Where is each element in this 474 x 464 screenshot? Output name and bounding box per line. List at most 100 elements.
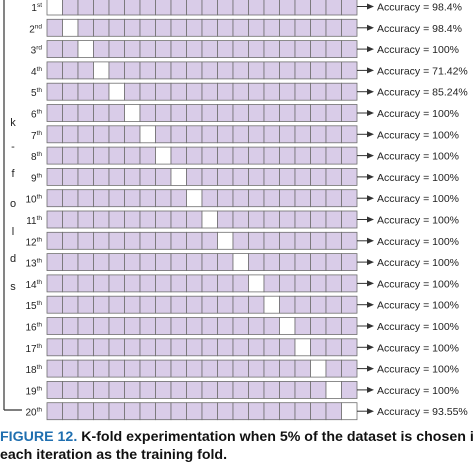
fold-segment xyxy=(201,61,218,80)
result-arrowhead-icon xyxy=(367,280,374,287)
training-fold-segment xyxy=(108,82,125,101)
fold-row: 6th Accuracy = 100% xyxy=(31,104,459,122)
fold-segment xyxy=(77,231,94,250)
fold-segment xyxy=(294,359,311,378)
fold-segment xyxy=(77,82,94,101)
fold-segment xyxy=(108,253,125,272)
fold-segment xyxy=(201,82,218,101)
fold-segment xyxy=(93,253,110,272)
fold-segment xyxy=(201,104,218,122)
accuracy-label: Accuracy = 100% xyxy=(377,257,459,269)
fold-segment xyxy=(77,274,94,293)
fold-segment xyxy=(217,274,234,293)
fold-segment xyxy=(170,317,187,335)
fold-segment xyxy=(46,295,63,314)
fold-segment xyxy=(93,274,110,293)
fold-segment xyxy=(77,104,94,122)
fold-segment xyxy=(139,167,156,186)
fold-segment xyxy=(263,125,280,144)
fold-segment xyxy=(108,0,125,16)
fold-suffix: th xyxy=(37,172,43,179)
fold-segment xyxy=(77,295,94,314)
fold-segment xyxy=(139,18,156,37)
fold-segment xyxy=(325,231,342,250)
fold-segment xyxy=(217,253,234,272)
fold-segment xyxy=(124,18,141,37)
fold-segment xyxy=(93,0,110,16)
fold-segment xyxy=(201,0,218,16)
accuracy-label: Accuracy = 100% xyxy=(377,151,459,163)
fold-segment xyxy=(77,167,94,186)
fold-segment xyxy=(248,0,265,16)
fold-segment xyxy=(248,167,265,186)
fold-segment xyxy=(170,189,187,208)
fold-number: 14 xyxy=(25,280,37,291)
fold-row: 11th Accuracy = 100% xyxy=(26,210,459,229)
fold-label: 12th xyxy=(25,236,42,248)
fold-segment xyxy=(170,210,187,229)
fold-segment xyxy=(46,61,63,80)
fold-rows: 1st Accuracy = 98.4% 2nd Accuracy = 98.4% 3r… xyxy=(25,0,468,421)
accuracy-label: Accuracy = 100% xyxy=(377,342,459,354)
fold-segment xyxy=(341,317,358,335)
fold-segment xyxy=(186,317,203,335)
fold-label: 11th xyxy=(26,215,42,227)
fold-segment xyxy=(248,146,265,165)
fold-suffix: th xyxy=(37,215,43,222)
fold-segment xyxy=(201,146,218,165)
fold-row: 16th Accuracy = 100% xyxy=(25,317,459,335)
training-fold-segment xyxy=(263,295,280,314)
fold-segment xyxy=(62,189,79,208)
accuracy-label: Accuracy = 71.42% xyxy=(377,65,468,77)
fold-label: 19th xyxy=(25,385,42,397)
fold-segment xyxy=(263,317,280,335)
axis-letter: l xyxy=(12,226,14,238)
fold-segment xyxy=(139,295,156,314)
fold-suffix: th xyxy=(37,385,43,392)
fold-segment xyxy=(263,189,280,208)
training-fold-segment xyxy=(341,402,358,421)
fold-segment xyxy=(341,0,358,16)
fold-segment xyxy=(217,359,234,378)
fold-segment xyxy=(46,253,63,272)
fold-segment xyxy=(186,295,203,314)
fold-segment xyxy=(46,167,63,186)
fold-number: 19 xyxy=(25,386,37,397)
fold-segment xyxy=(263,253,280,272)
fold-segment xyxy=(279,104,296,122)
fold-segment xyxy=(232,146,249,165)
fold-segment xyxy=(294,189,311,208)
fold-segment xyxy=(325,295,342,314)
fold-segment xyxy=(124,61,141,80)
fold-segment xyxy=(77,210,94,229)
fold-segment xyxy=(93,295,110,314)
fold-segment xyxy=(108,146,125,165)
fold-segment xyxy=(108,210,125,229)
fold-segment xyxy=(341,210,358,229)
accuracy-label: Accuracy = 100% xyxy=(377,321,459,333)
accuracy-label: Accuracy = 100% xyxy=(377,193,459,205)
fold-segment xyxy=(294,317,311,335)
axis-letter: f xyxy=(11,168,15,180)
fold-segment xyxy=(93,40,110,58)
accuracy-label: Accuracy = 100% xyxy=(377,278,459,290)
fold-segment xyxy=(139,317,156,335)
fold-segment xyxy=(341,253,358,272)
kfold-bracket xyxy=(3,0,22,411)
fold-segment xyxy=(201,18,218,37)
fold-label: 1st xyxy=(31,2,42,14)
fold-label: 14th xyxy=(25,279,42,291)
fold-segment xyxy=(170,295,187,314)
fold-row: 19th Accuracy = 100% xyxy=(25,380,459,399)
fold-segment xyxy=(62,253,79,272)
fold-number: 1 xyxy=(31,3,37,14)
fold-label: 6th xyxy=(31,109,42,121)
fold-segment xyxy=(294,295,311,314)
axis-letter: - xyxy=(11,141,15,153)
result-arrowhead-icon xyxy=(367,46,374,53)
fold-segment xyxy=(248,189,265,208)
fold-segment xyxy=(263,210,280,229)
fold-segment xyxy=(341,18,358,37)
fold-segment xyxy=(155,189,172,208)
result-arrowhead-icon xyxy=(367,67,374,74)
